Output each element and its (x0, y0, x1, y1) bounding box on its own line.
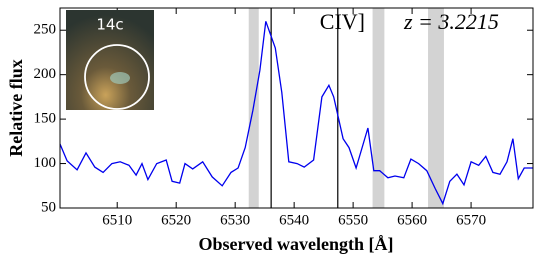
x-tick-label: 6570 (456, 212, 486, 228)
y-tick-label: 50 (41, 199, 56, 215)
y-tick-label: 100 (34, 155, 57, 171)
y-tick-label: 250 (34, 22, 57, 38)
x-axis-label: Observed wavelength [Å] (199, 234, 394, 254)
shaded-region (428, 8, 444, 208)
plot-area (59, 7, 534, 209)
inset: 14c (66, 10, 154, 110)
y-axis-label: Relative flux (6, 59, 26, 156)
y-tick-label: 150 (34, 111, 57, 127)
inset-label: 14c (96, 16, 123, 34)
inset-source (110, 72, 130, 84)
x-tick-label: 6520 (161, 212, 191, 228)
inset-aperture (84, 44, 150, 110)
plot-frame (59, 7, 534, 209)
x-tick-label: 6540 (279, 212, 309, 228)
x-tick-label: 6510 (102, 212, 132, 228)
spectrum-line (59, 21, 533, 206)
inset-image (66, 10, 154, 110)
redshift-label: z = 3.2215 (403, 9, 499, 34)
annotation: CIV] (320, 9, 365, 34)
x-tick-label: 6560 (397, 212, 427, 228)
y-tick-label: 200 (34, 66, 57, 82)
x-tick-label: 6530 (220, 212, 250, 228)
shaded-region (372, 8, 385, 208)
x-tick-label: 6550 (338, 212, 368, 228)
